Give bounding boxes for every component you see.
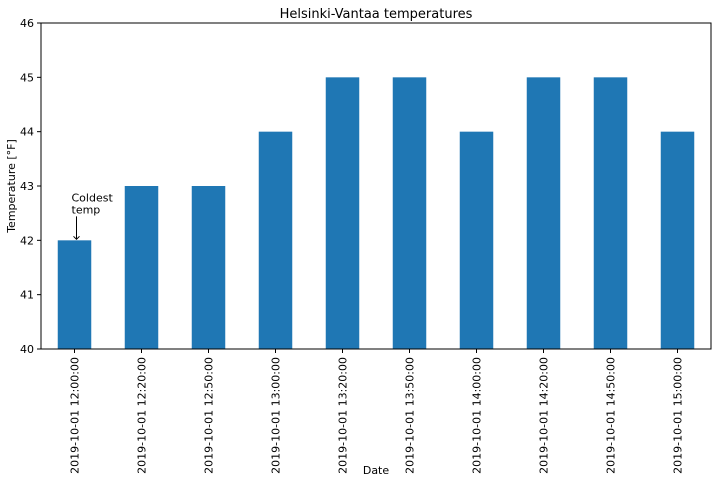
x-tick-label-7: 2019-10-01 14:00:00	[471, 357, 484, 474]
bar-8	[526, 77, 561, 349]
y-tick-label-42: 42	[20, 234, 34, 247]
x-tick-label-2: 2019-10-01 12:20:00	[136, 357, 149, 474]
x-tick-label-4: 2019-10-01 13:00:00	[270, 357, 283, 474]
y-tick-label-43: 43	[20, 180, 34, 193]
x-tick-label-3: 2019-10-01 12:50:00	[203, 357, 216, 474]
annotation-arrow-head-1	[73, 235, 80, 241]
y-axis-label: Temperature [°F]	[5, 139, 18, 234]
x-tick-label-10: 2019-10-01 15:00:00	[672, 357, 685, 474]
x-tick-label-6: 2019-10-01 13:50:00	[404, 357, 417, 474]
bar-1	[57, 240, 92, 349]
x-tick-label-8: 2019-10-01 14:20:00	[538, 357, 551, 474]
x-axis-label: Date	[363, 464, 390, 477]
x-tick-label-1: 2019-10-01 12:00:00	[69, 357, 82, 474]
annotation-text-1: Coldest temp	[72, 191, 114, 216]
chart-title: Helsinki-Vantaa temperatures	[280, 7, 473, 22]
bar-3	[191, 186, 226, 349]
x-tick-label-5: 2019-10-01 13:20:00	[337, 357, 350, 474]
bar-2	[124, 186, 159, 349]
x-tick-label-9: 2019-10-01 14:50:00	[605, 357, 618, 474]
bar-5	[325, 77, 360, 349]
y-tick-label-45: 45	[20, 71, 34, 84]
annotation-layer: Coldest temp	[72, 191, 114, 241]
y-tick-label-44: 44	[20, 126, 34, 139]
bar-7	[459, 131, 494, 349]
bar-6	[392, 77, 427, 349]
y-tick-label-41: 41	[20, 289, 34, 302]
bar-9	[593, 77, 628, 349]
axes-layer: 40 41 42 43 44 45 46 2019-10-01 12:00:00 2019-10…	[20, 17, 712, 474]
y-tick-label-46: 46	[20, 17, 34, 30]
bars-layer	[57, 77, 695, 349]
bar-4	[258, 131, 293, 349]
y-tick-label-40: 40	[20, 343, 34, 356]
bar-10	[660, 131, 695, 349]
